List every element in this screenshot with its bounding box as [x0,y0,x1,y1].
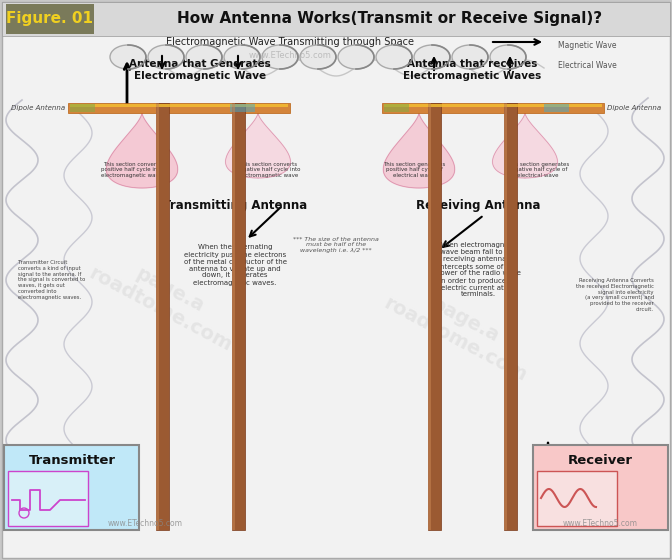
Ellipse shape [262,45,298,69]
Polygon shape [383,113,455,188]
Text: www.ETechno5.com: www.ETechno5.com [562,520,638,529]
Bar [2,2,670,36]
Bar [537,471,617,526]
Text: www.ETechno5.com: www.ETechno5.com [249,52,331,60]
Text: When electromagnetic
wave beam fall to the
receiving antenna it
intercepts some : When electromagnetic wave beam fall to t… [435,242,520,297]
Ellipse shape [452,45,488,69]
Text: This section generates
positive half cycle of
electrical wave: This section generates positive half cyc… [383,162,445,178]
Ellipse shape [338,45,374,69]
Bar [504,103,507,530]
Bar [428,103,441,530]
Text: Electromagnetic Wave Transmitting through Space: Electromagnetic Wave Transmitting throug… [166,37,414,47]
Text: Figure. 01: Figure. 01 [7,12,93,26]
Text: When the alternating
electricity push the electrons
of the metal conductor of th: When the alternating electricity push th… [183,245,286,286]
Polygon shape [226,113,290,178]
Ellipse shape [186,45,222,69]
Ellipse shape [376,45,412,69]
Ellipse shape [148,45,184,69]
Bar [544,104,569,112]
Bar [382,103,604,113]
Polygon shape [106,113,177,188]
Bar [156,103,169,530]
Text: Transmitter Circuit
converts a kind of input
signal to the antenna. If
the signa: Transmitter Circuit converts a kind of i… [18,260,85,300]
Text: Transmitter: Transmitter [28,454,116,466]
Text: This section generates
negative half cycle of
electrical wave: This section generates negative half cyc… [507,162,569,178]
Text: Dipole Antenna: Dipole Antenna [607,105,661,111]
Text: How Antenna Works(Transmit or Receive Signal)?: How Antenna Works(Transmit or Receive Si… [177,12,603,26]
Text: www.ETechno5.com: www.ETechno5.com [108,520,183,529]
Bar [4,445,139,530]
Text: page.a
roadtome.com: page.a roadtome.com [85,245,245,356]
Text: Antenna that receives
Electromagnetic Waves: Antenna that receives Electromagnetic Wa… [403,59,541,81]
Bar [70,104,95,112]
Text: *** The size of the antenna
must be half of the
wavelength i.e. λ/2 ***: *** The size of the antenna must be half… [293,237,379,253]
Text: Dipole Antenna: Dipole Antenna [11,105,65,111]
Bar [384,104,409,112]
Bar [156,103,159,530]
Text: Electrical Wave: Electrical Wave [558,62,617,71]
Bar [8,471,88,526]
Text: Transmitting Antenna: Transmitting Antenna [163,198,307,212]
Polygon shape [493,113,558,178]
Bar [6,4,94,34]
Ellipse shape [110,45,146,69]
Text: This section converts
negative half cycle into
electromagnetic wave: This section converts negative half cycl… [236,162,300,178]
Bar [428,103,431,530]
Ellipse shape [490,45,526,69]
Bar [232,103,245,530]
Text: This section converts
positive half cycle into
electromagnetic wave: This section converts positive half cycl… [101,162,163,178]
Bar [504,103,517,530]
Ellipse shape [300,45,336,69]
Bar [384,104,602,107]
Ellipse shape [414,45,450,69]
Text: Magnetic Wave: Magnetic Wave [558,41,616,50]
Bar [232,103,235,530]
Bar [68,103,290,113]
Ellipse shape [224,45,260,69]
Text: Receiving Antenna Converts
the received Electromagnetic
signal into electricity
: Receiving Antenna Converts the received … [576,278,654,312]
Text: Receiver: Receiver [567,454,632,466]
Bar [533,445,668,530]
Text: Antenna that Generates
Electromagnetic Wave: Antenna that Generates Electromagnetic W… [129,59,271,81]
Bar [70,104,288,107]
Bar [230,104,255,112]
Text: Receiving Antenna: Receiving Antenna [416,198,540,212]
Text: page.a
roadtome.com: page.a roadtome.com [380,274,540,385]
